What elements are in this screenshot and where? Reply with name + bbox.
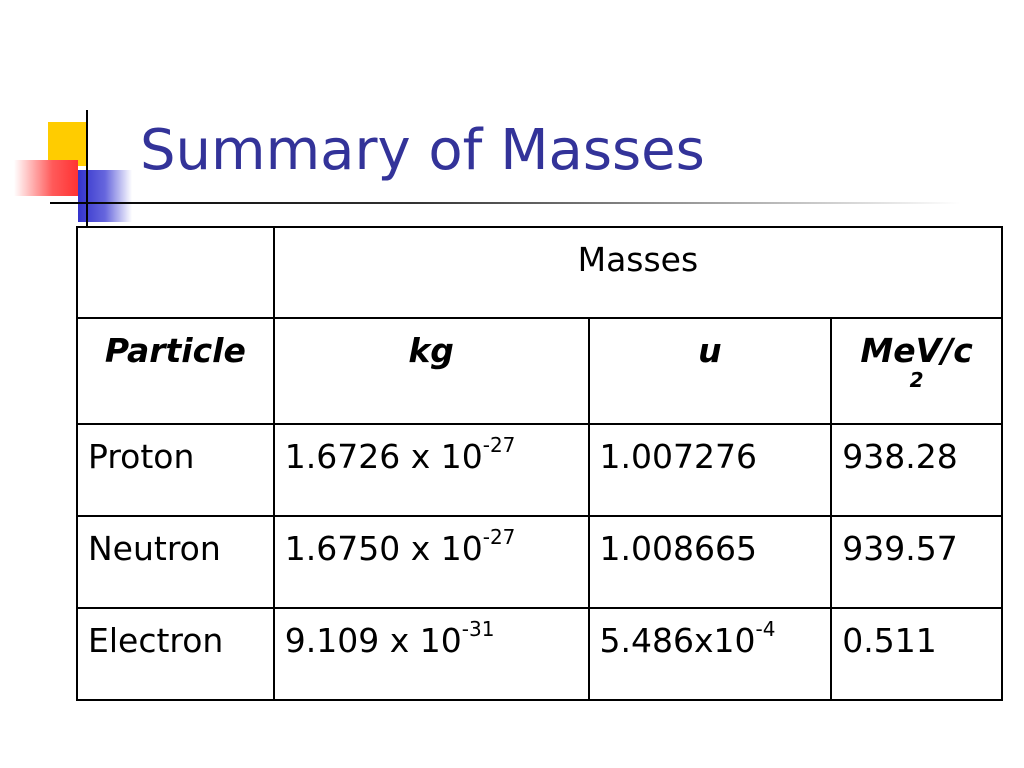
data-cell: 5.486x10-4	[587, 607, 833, 701]
header-cell: kg	[272, 317, 590, 425]
superscript: -27	[482, 525, 516, 549]
title-rule	[50, 202, 960, 204]
data-cell: 0.511	[830, 607, 1003, 701]
cell-text: 939.57	[842, 529, 958, 568]
data-cell: 1.007276	[587, 423, 833, 517]
data-row: Proton 1.6726 x 10-27 1.007276 938.28	[76, 423, 1003, 517]
header-cell: Particle	[76, 317, 275, 425]
data-row: Electron 9.109 x 10-31 5.486x10-4 0.511	[76, 607, 1003, 701]
data-cell: 1.008665	[587, 515, 833, 609]
vertical-rule	[86, 110, 88, 228]
data-cell: 1.6750 x 10-27	[272, 515, 590, 609]
cell-text: Neutron	[88, 529, 221, 568]
data-cell: Electron	[76, 607, 275, 701]
superscript: -27	[482, 433, 516, 457]
cell-text: 1.6726 x 10	[284, 437, 483, 476]
cell-text: Proton	[88, 437, 195, 476]
superscript: -31	[461, 617, 495, 641]
cell-text: 9.109 x 10	[284, 621, 462, 660]
cell-text: 5.486x10	[599, 621, 756, 660]
cell-text: Electron	[88, 621, 224, 660]
table-body: Masses Particle kg u MeV/c 2 Proton 1.6726 x 1…	[76, 226, 1004, 701]
data-cell: 939.57	[830, 515, 1003, 609]
group-header-text: Masses	[577, 240, 699, 279]
header-cell: u	[587, 317, 833, 425]
superscript: 2	[909, 368, 924, 392]
group-header: Masses	[272, 226, 1004, 319]
yellow-square	[48, 122, 88, 166]
data-row: Neutron 1.6750 x 10-27 1.008665 939.57	[76, 515, 1003, 609]
cell-text: MeV/c	[860, 331, 973, 370]
cell-text: 1.007276	[599, 437, 757, 476]
cell-text: 1.008665	[599, 529, 757, 568]
header-row: Particle kg u MeV/c 2	[76, 317, 1003, 425]
data-cell: Neutron	[76, 515, 275, 609]
group-row: Masses	[76, 226, 1004, 319]
data-cell: 1.6726 x 10-27	[272, 423, 590, 517]
mass-table: Masses Particle kg u MeV/c 2 Proton 1.6726 x 1…	[76, 226, 1004, 701]
cell-text: Particle	[104, 331, 246, 370]
data-cell: 9.109 x 10-31	[272, 607, 590, 701]
data-cell: 938.28	[830, 423, 1003, 517]
slide-title: Summary of Masses	[140, 118, 705, 183]
header-cell: MeV/c 2	[830, 317, 1003, 425]
cell-text: 0.511	[842, 621, 937, 660]
superscript: -4	[755, 617, 776, 641]
cell-text: u	[698, 331, 722, 370]
cell-text: kg	[408, 331, 454, 370]
empty-cell	[76, 226, 275, 319]
red-bar	[14, 160, 78, 196]
cell-text: 938.28	[842, 437, 958, 476]
data-cell: Proton	[76, 423, 275, 517]
cell-text: 1.6750 x 10	[284, 529, 483, 568]
